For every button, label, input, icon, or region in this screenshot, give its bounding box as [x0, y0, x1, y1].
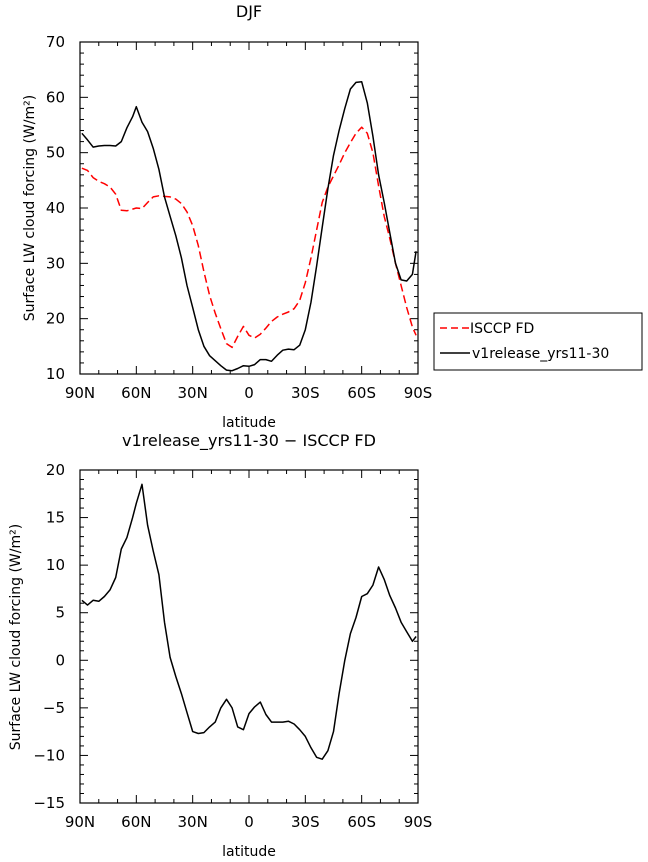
top-y-tick-label: 10: [46, 365, 65, 383]
bottom-x-tick-label: 30N: [178, 813, 208, 831]
top-y-tick-label: 70: [46, 33, 65, 51]
bottom-y-tick-label: 20: [46, 461, 65, 479]
top-x-tick-label: 30S: [291, 384, 320, 402]
top-x-tick-label: 60N: [121, 384, 151, 402]
top-chart-title: DJF: [236, 2, 262, 21]
top-y-tick-label: 60: [46, 88, 65, 106]
bottom-x-tick-label: 90S: [404, 813, 433, 831]
bottom-x-tick-label: 0: [244, 813, 254, 831]
top-x-tick-label: 0: [244, 384, 254, 402]
top-ticks: 90N 60N 30N 0 30S 60S 90S 10 20 30 40 50 60 70: [46, 33, 432, 402]
top-series-0-line: [81, 126, 417, 349]
bottom-y-tick-label: −5: [43, 699, 65, 717]
top-y-tick-label: 20: [46, 310, 65, 328]
bottom-series-group: [81, 483, 417, 760]
bottom-plot-frame: [79, 469, 419, 804]
bottom-ticks: 90N 60N 30N 0 30S 60S 90S −15 −10 −5 0 5 10 15 20: [33, 461, 432, 831]
top-y-tick-label: 40: [46, 199, 65, 217]
top-series-1-line: [81, 81, 417, 372]
top-series-group: [81, 81, 417, 372]
legend-label-isccp: ISCCP FD: [470, 321, 534, 337]
bottom-x-tick-label: 30S: [291, 813, 320, 831]
bottom-y-tick-label: 15: [46, 509, 65, 527]
top-x-tick-label: 60S: [347, 384, 376, 402]
top-x-tick-label: 90S: [404, 384, 433, 402]
top-x-axis-title: latitude: [222, 415, 276, 431]
bottom-y-tick-label: 10: [46, 556, 65, 574]
bottom-y-axis-title: Surface LW cloud forcing (W/m²): [8, 524, 24, 750]
top-plot-frame: [79, 41, 419, 375]
bottom-x-tick-label: 60N: [121, 813, 151, 831]
top-y-tick-label: 30: [46, 254, 65, 272]
bottom-y-tick-label: 0: [55, 651, 65, 669]
bottom-panel: v1release_yrs11-30 − ISCCP FD 90N 60N 30N 0…: [8, 431, 432, 860]
legend: ISCCP FD v1release_yrs11-30: [433, 312, 643, 371]
bottom-x-tick-label: 90N: [65, 813, 95, 831]
legend-label-model: v1release_yrs11-30: [472, 346, 609, 362]
bottom-y-tick-label: −10: [33, 746, 65, 764]
bottom-y-tick-label: −15: [33, 794, 65, 812]
bottom-y-tick-label: 5: [55, 604, 65, 622]
top-y-axis-title: Surface LW cloud forcing (W/m²): [22, 95, 38, 321]
top-x-tick-label: 30N: [178, 384, 208, 402]
top-x-tick-label: 90N: [65, 384, 95, 402]
top-panel: DJF 90N 60N 30N 0 30S 60S 90S 10 20 30 40 50 60 70 la…: [22, 2, 432, 431]
bottom-chart-title: v1release_yrs11-30 − ISCCP FD: [122, 431, 376, 451]
bottom-x-tick-label: 60S: [347, 813, 376, 831]
top-y-tick-label: 50: [46, 144, 65, 162]
legend-box: [433, 312, 643, 371]
bottom-series-0-line: [81, 483, 417, 760]
bottom-x-axis-title: latitude: [222, 844, 276, 860]
